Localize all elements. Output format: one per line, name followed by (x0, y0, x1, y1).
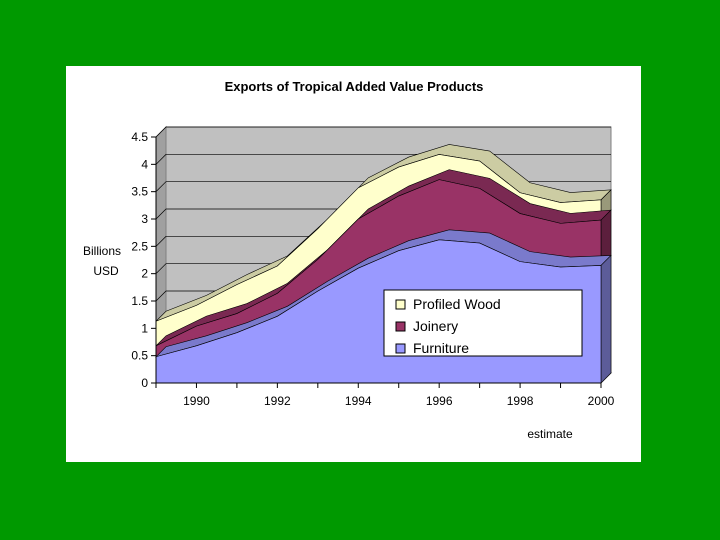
x-tick-label: 1998 (507, 394, 534, 408)
x-tick-label: 1994 (345, 394, 372, 408)
y-tick-label: 2.5 (131, 239, 148, 253)
y-tick-label: 4.5 (131, 130, 148, 144)
y-tick-label: 4 (141, 157, 148, 171)
area-furniture-end-face (600, 254, 612, 384)
y-axis-label-line1: Billions (83, 244, 121, 258)
y-tick-label: 3 (141, 212, 148, 226)
legend-swatch (395, 299, 406, 310)
x-tick-label: 2000 (588, 394, 615, 408)
chart-title: Exports of Tropical Added Value Products (225, 79, 484, 94)
x-tick-label: 1996 (426, 394, 453, 408)
area-chart: Exports of Tropical Added Value Products… (83, 79, 615, 441)
x-tick-label: 1990 (183, 394, 210, 408)
x-tick-label: 1992 (264, 394, 291, 408)
legend-label: Furniture (413, 340, 469, 356)
y-tick-label: 1 (141, 321, 148, 335)
plot-area: 0 0.5 1 1.5 2 2.5 3 3.5 4 4.5 1990 1992 1994 1996 1998… (131, 125, 615, 408)
legend-swatch (395, 343, 406, 354)
legend-label: Profiled Wood (413, 296, 501, 312)
y-tick-label: 0 (141, 376, 148, 390)
legend-label: Joinery (413, 318, 458, 334)
y-tick-label: 3.5 (131, 185, 148, 199)
legend: Profiled Wood Joinery Furniture (383, 289, 583, 357)
y-tick-label: 0.5 (131, 349, 148, 363)
gridline (155, 126, 611, 138)
y-axis-label-line2: USD (93, 264, 119, 278)
y-tick-label: 1.5 (131, 294, 148, 308)
y-tick-label: 2 (141, 267, 148, 281)
chart-card: Exports of Tropical Added Value Products… (66, 66, 641, 462)
legend-swatch (395, 321, 406, 332)
estimate-annotation: estimate (527, 427, 573, 441)
x-axis: 1990 1992 1994 1996 1998 2000 (155, 383, 615, 408)
legend-box (383, 289, 583, 357)
